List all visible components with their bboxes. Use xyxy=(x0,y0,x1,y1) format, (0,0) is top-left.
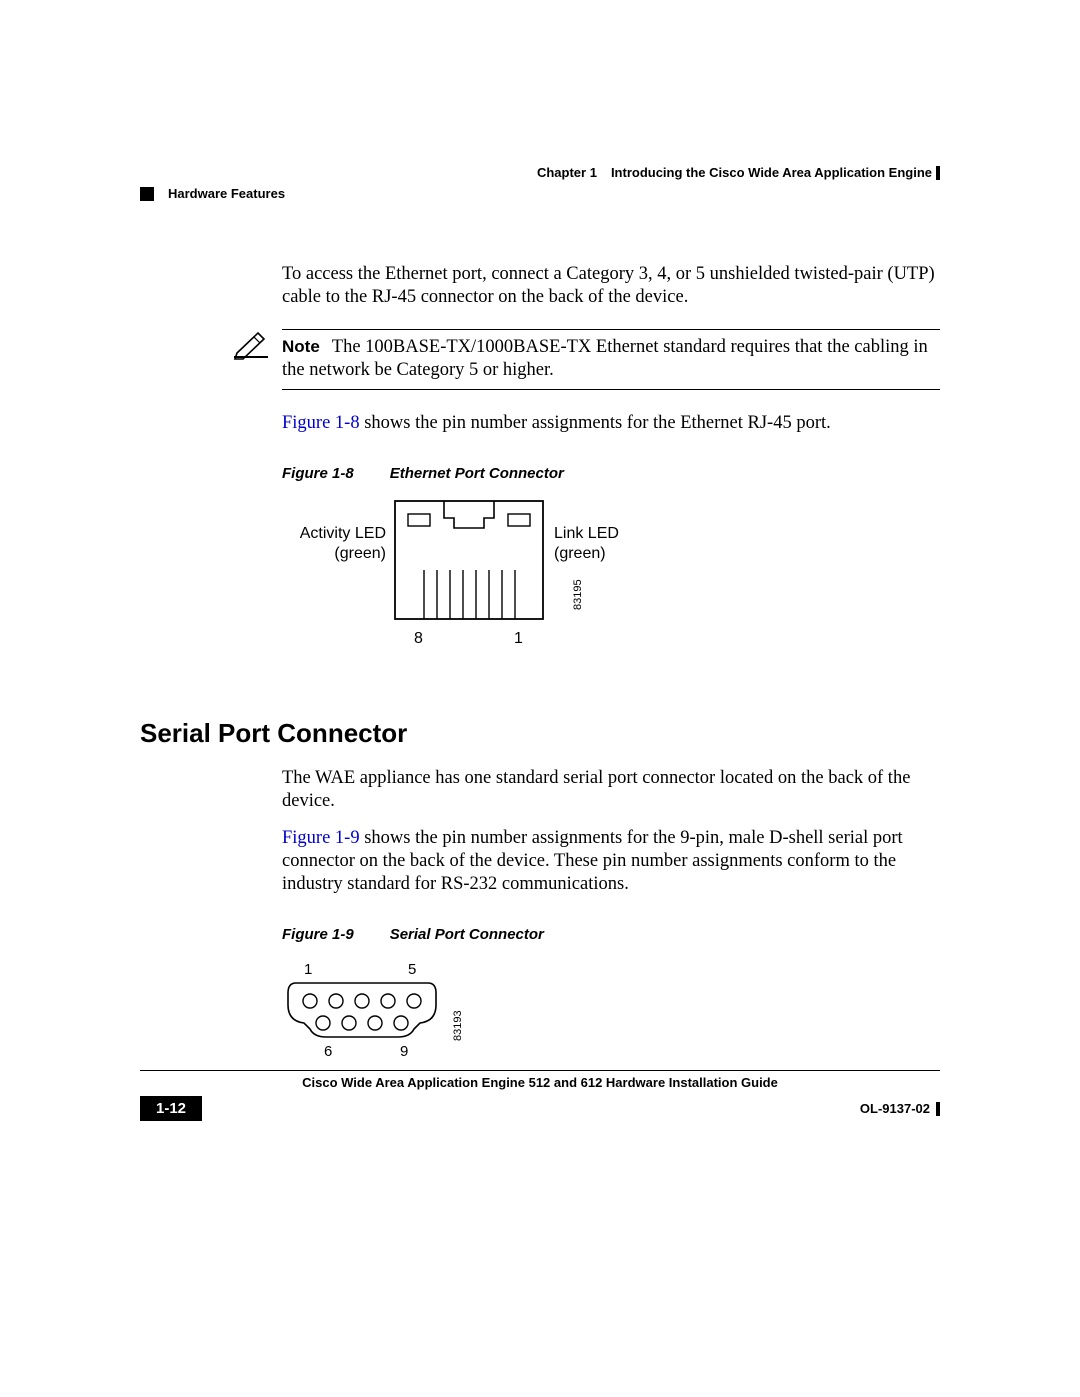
chapter-label: Chapter 1 xyxy=(537,165,597,180)
fig9-diagram: 1 5 6 9 83193 xyxy=(282,961,937,1071)
fig8-right-label: Link LED (green) xyxy=(554,524,619,564)
note-block: NoteThe 100BASE-TX/1000BASE-TX Ethernet … xyxy=(140,329,940,389)
rj45-connector-icon xyxy=(394,500,544,630)
fig8-title: Ethernet Port Connector xyxy=(390,465,564,482)
section-header: Hardware Features xyxy=(140,186,940,201)
fig9-pin-6: 6 xyxy=(324,1043,332,1060)
section-square-icon xyxy=(140,187,154,201)
fig9-caption: Figure 1-9 Serial Port Connector xyxy=(282,926,937,943)
serial-port-heading: Serial Port Connector xyxy=(140,718,940,749)
db9-connector-icon xyxy=(282,961,447,1051)
fig8-diagram: Activity LED (green) xyxy=(282,500,937,670)
page-content: Chapter 1 Introducing the Cisco Wide Are… xyxy=(140,165,940,1071)
fig9-pin-9: 9 xyxy=(400,1043,408,1060)
note-label: Note xyxy=(282,337,320,356)
fig9-link[interactable]: Figure 1-9 xyxy=(282,828,360,848)
doc-number: OL-9137-02 xyxy=(860,1101,940,1116)
fig8-left-label: Activity LED (green) xyxy=(282,524,386,564)
fig8-pin-8: 8 xyxy=(414,630,423,648)
fig9-title: Serial Port Connector xyxy=(390,926,544,943)
doc-bar-icon xyxy=(936,1102,940,1116)
fig8-caption: Figure 1-8 Ethernet Port Connector xyxy=(282,465,937,482)
page-footer: Cisco Wide Area Application Engine 512 a… xyxy=(140,1070,940,1121)
header-bar-icon xyxy=(936,166,940,180)
serial-para1: The WAE appliance has one standard seria… xyxy=(282,767,937,813)
fig9-image-id: 83193 xyxy=(452,1011,464,1042)
fig9-ref-text: shows the pin number assignments for the… xyxy=(282,828,903,894)
running-header: Chapter 1 Introducing the Cisco Wide Are… xyxy=(140,165,940,180)
fig9-reference: Figure 1-9 shows the pin number assignme… xyxy=(282,827,937,896)
fig8-pin-1: 1 xyxy=(514,630,523,648)
chapter-title: Introducing the Cisco Wide Area Applicat… xyxy=(611,165,932,180)
fig8-reference: Figure 1-8 shows the pin number assignme… xyxy=(282,412,937,435)
fig9-num: Figure 1-9 xyxy=(282,926,354,943)
note-text: NoteThe 100BASE-TX/1000BASE-TX Ethernet … xyxy=(282,329,940,389)
fig8-link[interactable]: Figure 1-8 xyxy=(282,413,360,433)
page-number: 1-12 xyxy=(140,1096,202,1121)
footer-title: Cisco Wide Area Application Engine 512 a… xyxy=(140,1075,940,1090)
section-label: Hardware Features xyxy=(168,186,285,201)
footer-rule xyxy=(140,1070,940,1071)
fig8-image-id: 83195 xyxy=(572,579,584,610)
note-pencil-icon xyxy=(232,331,272,366)
intro-paragraph: To access the Ethernet port, connect a C… xyxy=(282,263,937,309)
note-body: The 100BASE-TX/1000BASE-TX Ethernet stan… xyxy=(282,337,928,380)
fig8-ref-text: shows the pin number assignments for the… xyxy=(360,413,831,433)
fig8-num: Figure 1-8 xyxy=(282,465,354,482)
